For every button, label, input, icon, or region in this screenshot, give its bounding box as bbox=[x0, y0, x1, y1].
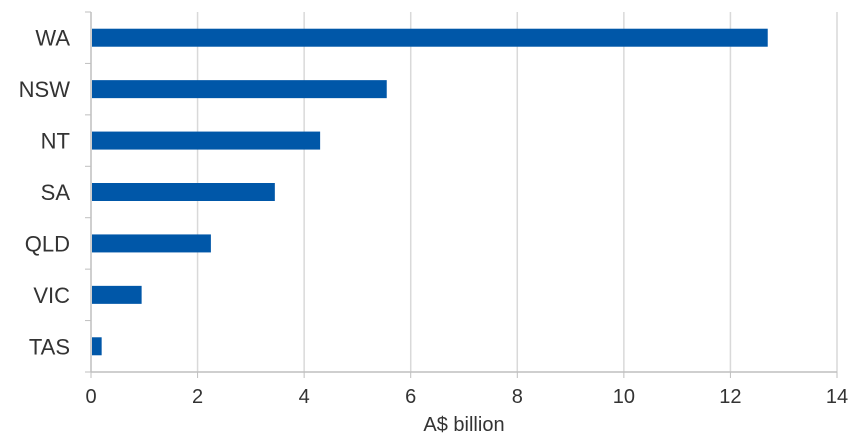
axes bbox=[85, 11, 838, 378]
bar-tas bbox=[92, 337, 102, 356]
x-tick-labels: 0 2 4 6 8 10 12 14 bbox=[85, 386, 848, 408]
category-labels: WA NSW NT SA QLD VIC TAS bbox=[19, 26, 71, 360]
bar-qld bbox=[92, 234, 211, 253]
bar-vic bbox=[92, 285, 142, 304]
gridlines bbox=[196, 12, 838, 372]
category-label-vic: VIC bbox=[33, 283, 70, 308]
bar-sa bbox=[92, 183, 275, 201]
x-tick-label: 14 bbox=[826, 386, 848, 408]
x-tick-label: 6 bbox=[405, 386, 416, 408]
x-axis-title: A$ billion bbox=[423, 414, 504, 436]
bar-nsw bbox=[92, 80, 387, 99]
bar-wa bbox=[92, 28, 768, 47]
x-tick-label: 8 bbox=[512, 386, 523, 408]
category-label-nsw: NSW bbox=[19, 77, 71, 102]
category-label-nt: NT bbox=[41, 129, 70, 154]
bar-nt bbox=[92, 131, 321, 150]
category-label-sa: SA bbox=[41, 180, 71, 205]
bars bbox=[92, 28, 768, 356]
x-tick-label: 2 bbox=[192, 386, 203, 408]
x-tick-label: 12 bbox=[719, 386, 741, 408]
category-label-qld: QLD bbox=[25, 231, 70, 256]
x-tick-label: 10 bbox=[613, 386, 635, 408]
category-label-wa: WA bbox=[35, 26, 70, 51]
category-label-tas: TAS bbox=[29, 334, 70, 359]
x-tick-label: 0 bbox=[85, 386, 96, 408]
x-tick-label: 4 bbox=[299, 386, 310, 408]
